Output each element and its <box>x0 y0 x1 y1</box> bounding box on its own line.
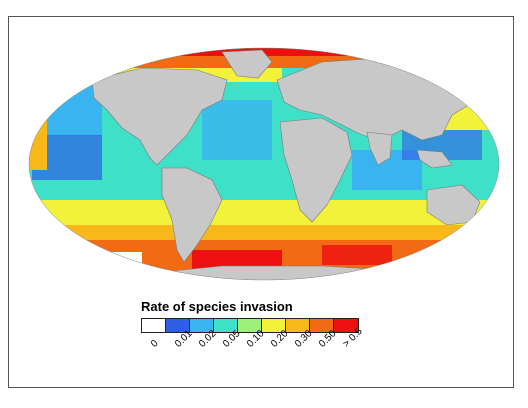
legend-swatch <box>190 319 214 332</box>
southeast-asia <box>416 149 453 169</box>
globe-outline <box>28 47 500 281</box>
greenland <box>221 49 273 79</box>
legend-swatch <box>310 319 334 332</box>
india <box>366 131 393 166</box>
legend-swatch <box>238 319 262 332</box>
legend-swatch <box>166 319 190 332</box>
legend-swatch <box>214 319 238 332</box>
legend-swatch <box>262 319 286 332</box>
north-america <box>91 67 228 166</box>
south-america <box>161 167 223 263</box>
legend-color-bar <box>141 318 359 333</box>
legend-swatch <box>334 319 358 332</box>
africa <box>279 117 353 223</box>
legend-title: Rate of species invasion <box>141 299 293 314</box>
world-map <box>28 47 500 281</box>
legend-swatch <box>286 319 310 332</box>
legend-swatch <box>142 319 166 332</box>
antarctica <box>41 265 493 280</box>
